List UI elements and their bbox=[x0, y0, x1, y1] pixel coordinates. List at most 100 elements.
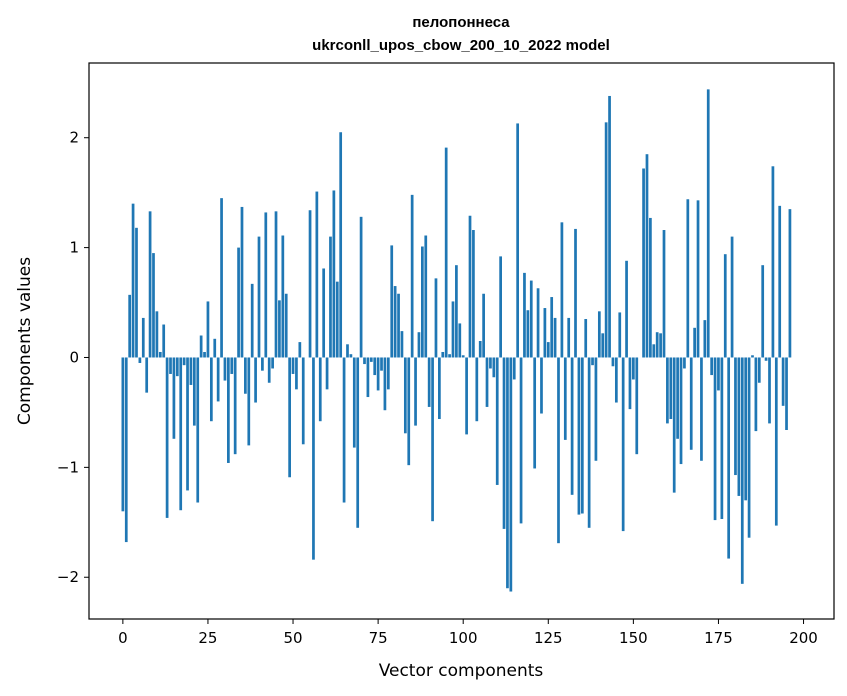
bar-6 bbox=[141, 317, 145, 358]
bar-23 bbox=[199, 335, 203, 358]
bar-30 bbox=[223, 357, 227, 381]
bar-76 bbox=[380, 357, 383, 371]
bar-11 bbox=[158, 351, 162, 358]
bar-85 bbox=[410, 194, 414, 358]
bar-163 bbox=[676, 357, 679, 439]
bar-18 bbox=[182, 357, 186, 366]
bar-19 bbox=[186, 357, 189, 491]
bar-174 bbox=[713, 357, 717, 521]
bar-114 bbox=[509, 357, 513, 592]
bar-166 bbox=[686, 199, 690, 358]
bar-24 bbox=[203, 351, 206, 358]
bar-187 bbox=[757, 357, 761, 383]
bar-139 bbox=[594, 357, 598, 461]
bar-22 bbox=[196, 357, 200, 503]
bar-120 bbox=[529, 280, 533, 358]
bar-94 bbox=[441, 351, 445, 358]
bar-90 bbox=[427, 357, 431, 407]
bar-191 bbox=[771, 166, 775, 358]
bar-137 bbox=[587, 357, 591, 528]
x-tick-label-8: 200 bbox=[789, 629, 818, 647]
x-tick-label-4: 100 bbox=[449, 629, 478, 647]
bar-138 bbox=[591, 357, 594, 366]
bar-182 bbox=[740, 357, 744, 584]
bar-49 bbox=[288, 357, 291, 478]
bar-162 bbox=[672, 357, 676, 493]
bar-37 bbox=[247, 357, 251, 446]
bar-144 bbox=[611, 357, 615, 367]
bar-180 bbox=[734, 357, 737, 476]
bar-136 bbox=[584, 319, 588, 358]
bar-134 bbox=[577, 357, 581, 515]
y-tick-label-0: −2 bbox=[57, 568, 79, 586]
bar-102 bbox=[468, 215, 472, 358]
bar-131 bbox=[567, 317, 571, 358]
bar-10 bbox=[155, 311, 159, 358]
bar-41 bbox=[261, 357, 264, 371]
bar-74 bbox=[373, 357, 377, 376]
bar-38 bbox=[250, 283, 254, 358]
bar-36 bbox=[244, 357, 247, 394]
bar-25 bbox=[206, 301, 210, 358]
bar-86 bbox=[414, 357, 417, 426]
bar-33 bbox=[233, 357, 237, 455]
bar-104 bbox=[475, 357, 479, 422]
bar-82 bbox=[400, 331, 404, 358]
bar-65 bbox=[342, 357, 346, 503]
bar-189 bbox=[764, 357, 768, 361]
bar-109 bbox=[492, 357, 496, 378]
bar-40 bbox=[257, 236, 261, 358]
bar-57 bbox=[315, 191, 319, 358]
bar-192 bbox=[774, 357, 778, 526]
bar-123 bbox=[540, 357, 543, 414]
bar-71 bbox=[363, 357, 366, 365]
bar-45 bbox=[274, 211, 278, 358]
bar-95 bbox=[444, 147, 448, 358]
bar-17 bbox=[179, 357, 183, 511]
bar-61 bbox=[329, 236, 332, 358]
bar-142 bbox=[604, 122, 608, 358]
bar-80 bbox=[393, 286, 397, 358]
bar-110 bbox=[495, 357, 499, 485]
bar-84 bbox=[407, 357, 411, 466]
bar-156 bbox=[652, 344, 656, 358]
bar-150 bbox=[632, 357, 635, 380]
bar-133 bbox=[574, 228, 577, 358]
bar-66 bbox=[346, 344, 349, 358]
bar-140 bbox=[597, 311, 601, 358]
y-tick-label-1: −1 bbox=[57, 458, 79, 476]
bar-161 bbox=[669, 357, 673, 420]
bar-79 bbox=[390, 245, 394, 358]
bar-119 bbox=[526, 310, 530, 358]
bar-188 bbox=[761, 265, 765, 358]
bar-158 bbox=[659, 333, 662, 358]
bar-101 bbox=[465, 357, 468, 435]
bar-125 bbox=[546, 342, 550, 358]
bar-146 bbox=[618, 312, 622, 358]
bar-172 bbox=[706, 89, 710, 358]
bar-50 bbox=[291, 357, 295, 374]
y-tick-label-4: 2 bbox=[69, 129, 79, 147]
chart-title: пелопоннеса bbox=[412, 14, 510, 31]
bar-4 bbox=[135, 227, 138, 358]
bar-91 bbox=[431, 357, 434, 522]
chart-subtitle: ukrconll_upos_cbow_200_10_2022 model bbox=[312, 37, 610, 54]
bar-176 bbox=[720, 357, 724, 520]
bar-122 bbox=[536, 288, 540, 358]
bar-194 bbox=[781, 357, 785, 406]
bar-75 bbox=[376, 357, 380, 391]
bar-32 bbox=[230, 357, 234, 374]
bar-81 bbox=[397, 293, 400, 358]
bar-106 bbox=[482, 293, 485, 358]
bar-63 bbox=[335, 281, 339, 358]
bar-88 bbox=[421, 246, 424, 358]
bar-97 bbox=[451, 301, 455, 358]
bar-83 bbox=[403, 357, 407, 434]
bar-132 bbox=[570, 357, 574, 495]
x-tick-label-2: 50 bbox=[283, 629, 302, 647]
bar-29 bbox=[220, 198, 223, 358]
x-tick-label-7: 175 bbox=[704, 629, 733, 647]
bar-157 bbox=[655, 332, 659, 358]
x-tick-label-5: 125 bbox=[534, 629, 563, 647]
bar-178 bbox=[727, 357, 731, 559]
